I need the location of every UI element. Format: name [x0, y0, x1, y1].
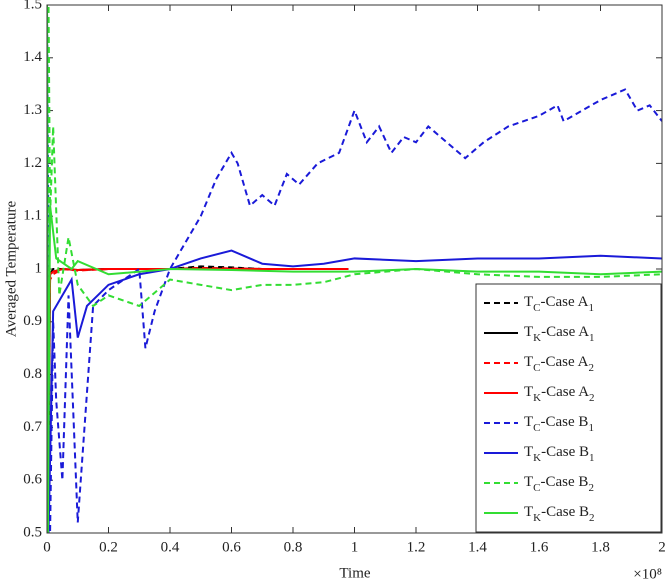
axes-box — [46, 4, 663, 534]
x-tick-label: 1.4 — [468, 539, 487, 555]
y-axis-label: Averaged Temperature — [3, 201, 19, 338]
legend-label-part: -Case B — [541, 474, 589, 490]
legend-label: TK-Case B2 — [524, 504, 595, 523]
x-tick-label: 1.6 — [530, 539, 549, 555]
legend-label-part: 1 — [588, 422, 594, 434]
legend-box — [475, 283, 662, 533]
legend-label-part: C — [533, 482, 540, 494]
legend-label: TK-Case A1 — [524, 324, 595, 343]
legend-label-part: T — [524, 294, 533, 310]
legend-label-part: -Case B — [541, 504, 589, 520]
x-tick-label: 1.2 — [407, 539, 426, 555]
y-tick-label: 0.5 — [23, 524, 42, 540]
legend-label-part: C — [533, 302, 540, 314]
series-line — [47, 5, 662, 533]
legend-label-part: 1 — [589, 332, 595, 344]
x-scale-note: ×10⁸ — [633, 566, 662, 582]
y-tick-label: 1.2 — [23, 155, 42, 171]
legend-label-part: T — [524, 474, 533, 490]
legend-label: TK-Case B1 — [524, 444, 595, 463]
legend-label-part: 2 — [589, 392, 595, 404]
legend-label-part: -Case A — [541, 384, 589, 400]
y-tick-label: 1.1 — [23, 208, 42, 224]
legend-label-part: 2 — [588, 362, 594, 374]
y-tick-label: 1.3 — [23, 102, 42, 118]
legend-label-part: -Case A — [541, 354, 589, 370]
x-tick-label: 1.8 — [591, 539, 610, 555]
legend-label-part: T — [524, 384, 533, 400]
x-tick-label: 0.6 — [222, 539, 241, 555]
x-tick-label: 0.8 — [284, 539, 303, 555]
legend-label-part: 1 — [588, 302, 594, 314]
legend-label-part: T — [524, 354, 533, 370]
series-line — [47, 5, 662, 533]
legend-label-part: T — [524, 504, 533, 520]
series-line — [47, 5, 662, 533]
x-tick-label: 0.4 — [161, 539, 180, 555]
legend-label-part: -Case A — [541, 324, 589, 340]
legend-label: TC-Case B2 — [524, 474, 594, 493]
x-tick-label: 1 — [351, 539, 359, 555]
legend-label: TC-Case A1 — [524, 294, 594, 313]
plot-lines — [47, 5, 662, 533]
legend-label-part: 1 — [589, 452, 595, 464]
legend-label-part: 2 — [588, 482, 594, 494]
legend-label-part: T — [524, 414, 533, 430]
legend-label-part: T — [524, 444, 533, 460]
legend-label-part: K — [533, 512, 541, 524]
legend-label-part: T — [524, 324, 533, 340]
legend-label-part: -Case A — [541, 294, 589, 310]
x-tick-label: 0 — [43, 539, 51, 555]
y-tick-label: 1 — [35, 260, 43, 276]
y-tick-label: 0.7 — [23, 419, 42, 435]
legend-label: TK-Case A2 — [524, 384, 595, 403]
y-tick-label: 0.8 — [23, 366, 42, 382]
legend-label-part: C — [533, 422, 540, 434]
legend-label-part: -Case B — [541, 414, 589, 430]
x-tick-label: 2 — [658, 539, 666, 555]
series-line — [47, 5, 662, 533]
legend-label: TC-Case B1 — [524, 414, 594, 433]
legend-label-part: K — [533, 452, 541, 464]
legend-label-part: K — [533, 332, 541, 344]
y-tick-label: 0.9 — [23, 313, 42, 329]
y-tick-label: 0.6 — [23, 472, 42, 488]
legend-label-part: -Case B — [541, 444, 589, 460]
legend-label-part: C — [533, 362, 540, 374]
legend-label-part: 2 — [589, 512, 595, 524]
series-line — [47, 267, 349, 533]
x-tick-label: 0.2 — [99, 539, 118, 555]
y-tick-label: 1.5 — [23, 0, 42, 12]
legend-label-part: K — [533, 392, 541, 404]
y-tick-label: 1.4 — [23, 49, 42, 65]
x-axis-label: Time — [339, 565, 370, 581]
legend-label: TC-Case A2 — [524, 354, 594, 373]
